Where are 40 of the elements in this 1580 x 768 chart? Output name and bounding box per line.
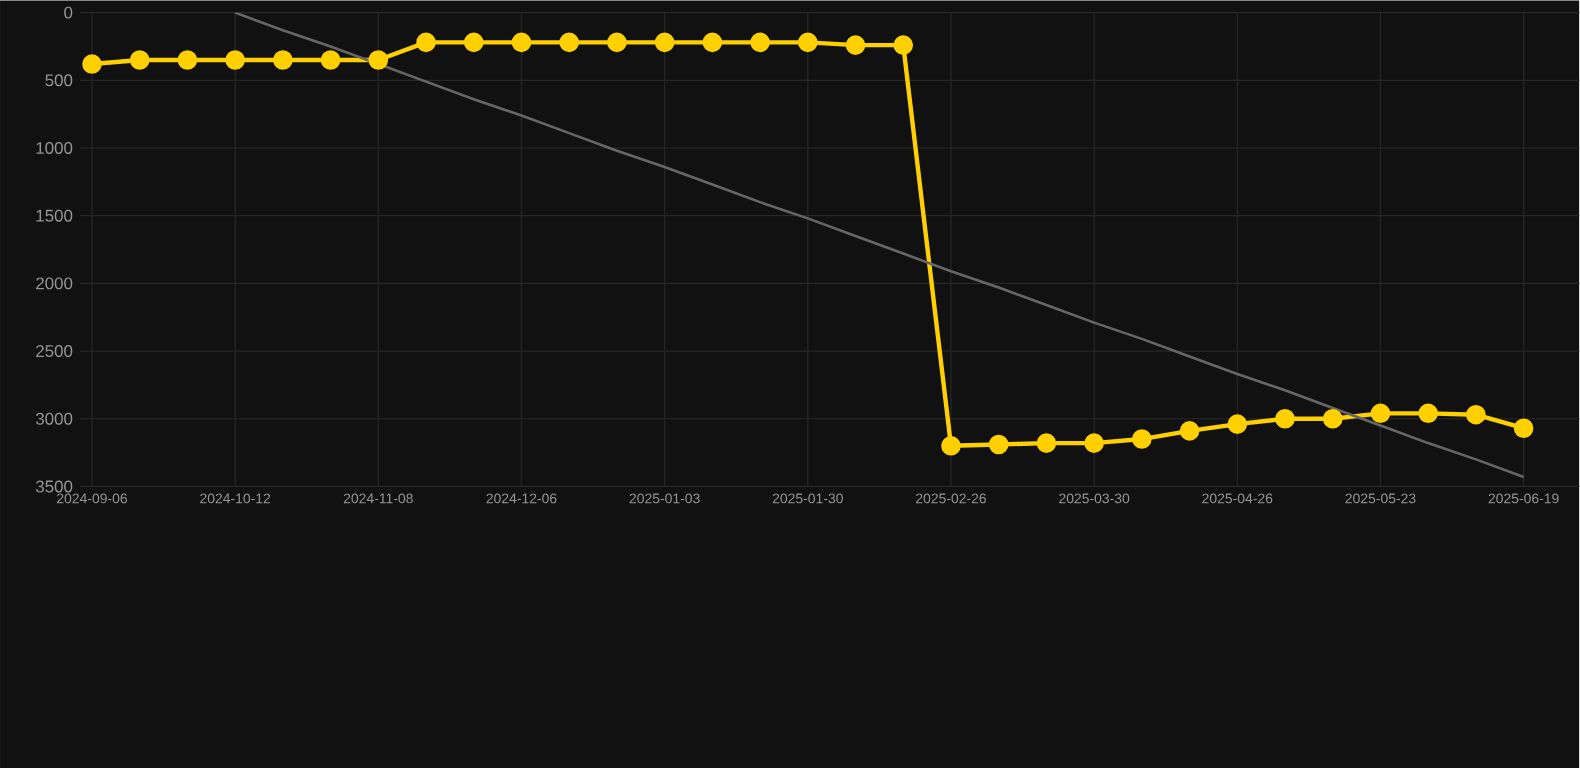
point xyxy=(1179,420,1200,441)
y-tick-label: 2500 xyxy=(36,344,73,357)
point xyxy=(607,32,627,53)
point xyxy=(798,32,818,53)
y-tick-label: 500 xyxy=(45,74,73,87)
point xyxy=(893,35,914,55)
y-tick-label: 2000 xyxy=(36,277,73,290)
point xyxy=(1132,429,1152,449)
point xyxy=(1513,418,1534,438)
point xyxy=(654,32,675,53)
y-tick-label: 3000 xyxy=(35,412,73,425)
point xyxy=(82,54,102,74)
point xyxy=(225,50,245,70)
point xyxy=(177,50,198,70)
point xyxy=(511,32,532,53)
point xyxy=(416,32,436,53)
point xyxy=(1322,408,1343,429)
y-tick-label: 0 xyxy=(64,6,73,19)
point xyxy=(463,32,484,53)
point xyxy=(1370,403,1391,423)
point xyxy=(320,50,341,70)
point xyxy=(702,32,723,53)
point xyxy=(988,434,1009,455)
point xyxy=(273,50,293,70)
y-tick-label: 1000 xyxy=(36,141,73,154)
point xyxy=(1466,404,1486,425)
point xyxy=(845,35,866,55)
point xyxy=(750,32,770,53)
point xyxy=(129,50,150,70)
point xyxy=(368,50,389,70)
point xyxy=(1227,414,1248,434)
y-tick-label: 3500 xyxy=(35,480,73,493)
point xyxy=(1084,433,1104,453)
point xyxy=(1036,433,1057,453)
point xyxy=(941,435,961,456)
point xyxy=(1275,408,1295,429)
point xyxy=(1418,403,1438,423)
line-series xyxy=(233,12,1525,479)
point xyxy=(559,32,579,53)
y-tick-label: 1500 xyxy=(36,209,73,222)
